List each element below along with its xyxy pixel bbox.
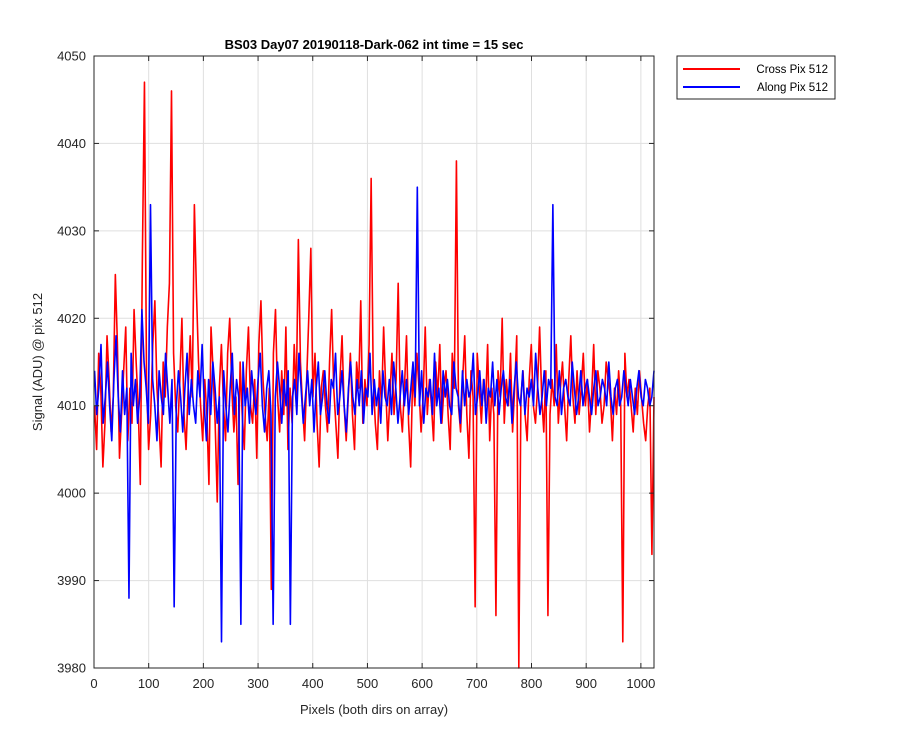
y-tick-label: 4020 (57, 311, 86, 326)
y-tick-label: 4030 (57, 223, 86, 238)
y-tick-label: 3990 (57, 573, 86, 588)
x-tick-label: 500 (357, 676, 379, 691)
plot-frame (93, 55, 655, 669)
y-tick-label: 4000 (57, 486, 86, 501)
y-tick-label: 4050 (57, 49, 86, 64)
legend-label-cross: Cross Pix 512 (756, 64, 828, 76)
legend: Cross Pix 512 Along Pix 512 (676, 55, 836, 100)
x-tick-label: 600 (411, 676, 433, 691)
x-tick-label: 200 (193, 676, 215, 691)
x-tick-label: 800 (521, 676, 543, 691)
x-tick-label: 900 (575, 676, 597, 691)
legend-box (676, 55, 836, 100)
x-axis-title: Pixels (both dirs on array) (300, 702, 448, 717)
x-tick-label: 300 (247, 676, 269, 691)
y-tick-label: 4040 (57, 136, 86, 151)
x-tick-label: 700 (466, 676, 488, 691)
x-tick-label: 400 (302, 676, 324, 691)
y-tick-label: 3980 (57, 661, 86, 676)
x-tick-label: 100 (138, 676, 160, 691)
legend-label-along: Along Pix 512 (757, 82, 828, 94)
x-tick-label: 1000 (626, 676, 655, 691)
y-axis-title: Signal (ADU) @ pix 512 (30, 293, 45, 431)
series-line-along-pix-512 (93, 186, 655, 643)
chart-title: BS03 Day07 20190118-Dark-062 int time = … (225, 37, 524, 52)
x-tick-label: 0 (90, 676, 97, 691)
tick-labels: 0 100 200 300 400 500 600 700 800 900 1000 3980 3990… (57, 49, 655, 692)
series-group (93, 81, 655, 669)
y-tick-label: 4010 (57, 398, 86, 413)
